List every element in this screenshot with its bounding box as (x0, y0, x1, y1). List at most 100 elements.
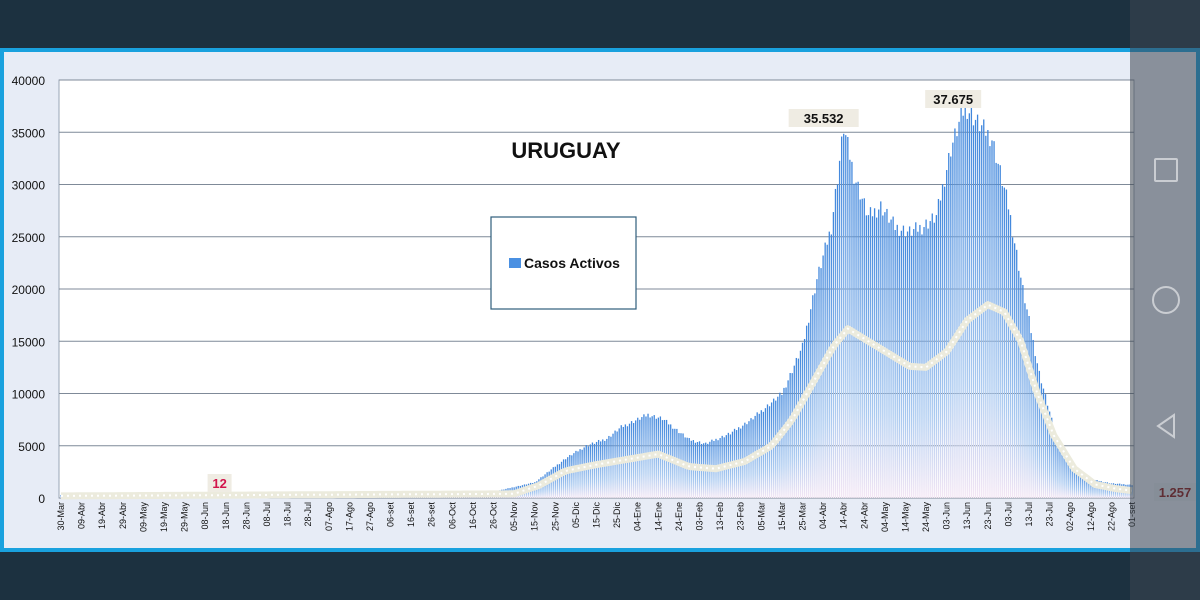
bar (770, 402, 773, 498)
bar (894, 230, 896, 498)
bar (941, 184, 944, 498)
bar (1001, 186, 1003, 498)
y-tick-label: 30000 (12, 179, 46, 193)
bar (554, 466, 557, 498)
bar (888, 222, 890, 498)
bar (824, 242, 826, 498)
bar (1088, 477, 1090, 498)
bar (785, 387, 787, 498)
bar (1104, 482, 1106, 498)
annotation-box (925, 90, 982, 108)
x-tick-label: 25-Mar (797, 502, 807, 531)
bar (793, 365, 795, 498)
bar (818, 266, 820, 498)
bar (987, 130, 989, 498)
x-tick-label: 05-Nov (509, 502, 519, 532)
bar (937, 198, 940, 498)
x-tick-label: 04-May (880, 502, 890, 533)
android-nav-bar (1130, 0, 1200, 600)
bar (762, 411, 765, 498)
bar (597, 439, 600, 498)
x-tick-label: 24-Ene (674, 502, 684, 531)
bar (589, 444, 592, 498)
bar (803, 338, 806, 498)
bar (832, 212, 835, 499)
x-tick-label: 15-Mar (777, 502, 787, 531)
bar (950, 156, 952, 498)
x-tick-label: 12-Ago (1086, 502, 1096, 531)
bar (871, 216, 874, 499)
recents-icon[interactable] (1154, 158, 1178, 182)
legend: Casos Activos (490, 216, 637, 310)
bar (562, 459, 565, 498)
x-tick-label: 14-Ene (653, 502, 663, 531)
x-tick-label: 08-Jun (200, 502, 210, 530)
bar (878, 209, 880, 498)
back-icon[interactable] (1152, 412, 1180, 440)
x-tick-label: 17-Ago (344, 502, 354, 531)
bar (1075, 468, 1078, 498)
bar (952, 142, 954, 499)
bar (1022, 285, 1024, 498)
bar (1009, 215, 1012, 498)
bar (863, 198, 865, 498)
legend-label: Casos Activos (524, 255, 620, 271)
x-tick-label: 13-Jul (1024, 502, 1034, 527)
bar (616, 431, 618, 498)
bar (845, 135, 847, 498)
y-tick-label: 35000 (12, 126, 46, 140)
bar (820, 268, 822, 498)
x-tick-label: 27-Ago (365, 502, 375, 531)
bar (781, 394, 783, 498)
bar (783, 387, 785, 498)
bar (1073, 465, 1076, 498)
bar (808, 322, 810, 498)
x-tick-label: 04-Ene (633, 502, 643, 531)
x-tick-label: 02-Ago (1065, 502, 1075, 531)
home-icon[interactable] (1152, 286, 1180, 314)
x-tick-label: 07-Ago (324, 502, 334, 531)
y-tick-label: 10000 (12, 388, 46, 402)
bar (805, 325, 808, 498)
bar (583, 447, 585, 498)
bar (1100, 481, 1102, 498)
bar (1061, 445, 1063, 498)
bar (810, 309, 812, 498)
bar (1092, 479, 1094, 498)
x-tick-label: 14-May (900, 502, 910, 533)
bar (542, 476, 544, 498)
x-tick-label: 04-Abr (818, 502, 828, 529)
x-tick-label: 03-Jun (942, 502, 952, 530)
bar (838, 160, 841, 498)
y-axis-labels: 0 5000 10000 15000 20000 25000 30000 35000 40000 (12, 74, 46, 506)
bar (989, 146, 991, 498)
bar (1046, 405, 1049, 498)
bar (789, 373, 791, 498)
bar (964, 101, 966, 498)
bar (552, 467, 554, 498)
x-tick-label: 18-Jun (221, 502, 231, 530)
bar (610, 436, 612, 498)
y-tick-label: 0 (38, 492, 45, 506)
x-axis-labels: 30-Mar 09-Abr 19-Abr 29-Abr 09-May 19-May 29-M… (56, 502, 1137, 533)
x-tick-label: 15-Nov (530, 502, 540, 532)
bar (602, 439, 604, 498)
bar (859, 199, 861, 498)
bar (1063, 450, 1065, 498)
bar (1096, 480, 1098, 498)
bar (612, 433, 614, 498)
x-tick-label: 24-May (921, 502, 931, 533)
bar (581, 449, 583, 498)
bar (606, 438, 608, 498)
annotation-label: 35.532 (804, 111, 844, 126)
x-tick-label: 05-Mar (756, 502, 766, 531)
bar (865, 215, 868, 498)
bar (604, 440, 606, 498)
x-tick-label: 29-Abr (118, 502, 128, 529)
x-tick-label: 23-Jun (983, 502, 993, 530)
bar (956, 136, 958, 498)
x-tick-label: 16-set (406, 502, 416, 528)
bar (1016, 249, 1018, 498)
bar (544, 474, 546, 498)
x-tick-label: 23-Feb (736, 502, 746, 531)
